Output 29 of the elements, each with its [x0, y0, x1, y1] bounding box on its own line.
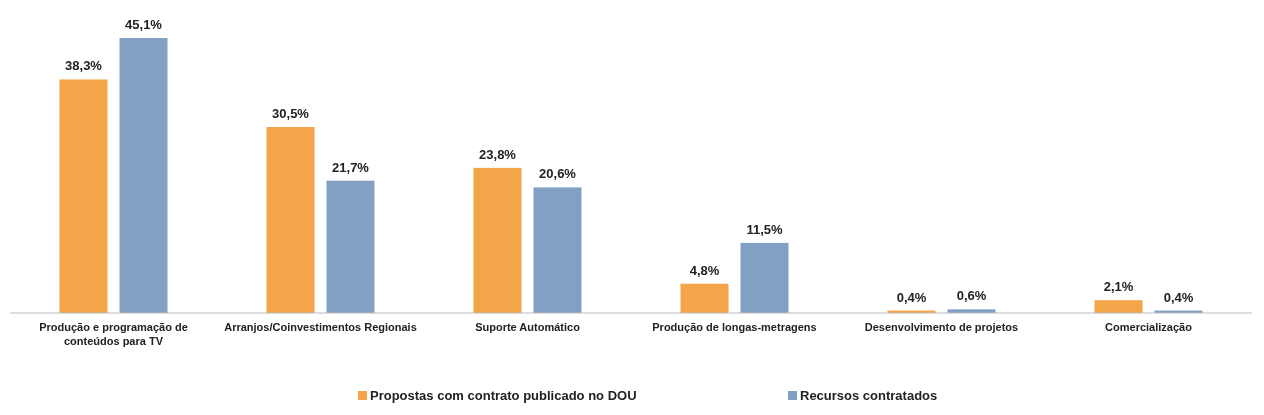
x-tick-label: Produção e programação de conteúdos para TV [39, 321, 188, 347]
bar [119, 38, 168, 313]
bar [1094, 300, 1143, 313]
data-label: 0,6% [956, 288, 987, 304]
data-label: 21,7% [332, 159, 370, 175]
x-tick-label: Arranjos/Coinvestimentos Regionais [224, 321, 417, 333]
bar [680, 283, 729, 313]
x-tick-label: Suporte Automático [475, 321, 581, 333]
x-tick-label: Desenvolvimento de projetos [864, 321, 1019, 333]
legend-label: Recursos contratados [800, 388, 938, 403]
data-label: 0,4% [1163, 289, 1194, 305]
data-label: 0,4% [896, 289, 927, 305]
bar [533, 187, 582, 313]
x-tick-label: Comercialização [1105, 321, 1193, 333]
bar [326, 180, 375, 313]
x-tick-label: Produção de longas-metragens [652, 321, 817, 333]
legend-label: Propostas com contrato publicado no DOU [370, 388, 637, 403]
data-label: 30,5% [272, 106, 310, 122]
data-label: 20,6% [539, 166, 577, 182]
data-label: 38,3% [65, 58, 103, 74]
bar [473, 167, 522, 313]
bar [266, 127, 315, 313]
data-label: 11,5% [746, 221, 784, 237]
data-label: 23,8% [479, 146, 517, 162]
data-label: 45,1% [125, 17, 163, 32]
data-label: 2,1% [1103, 279, 1134, 295]
data-label: 4,8% [689, 262, 720, 278]
bar [740, 242, 789, 313]
bar [59, 79, 108, 313]
